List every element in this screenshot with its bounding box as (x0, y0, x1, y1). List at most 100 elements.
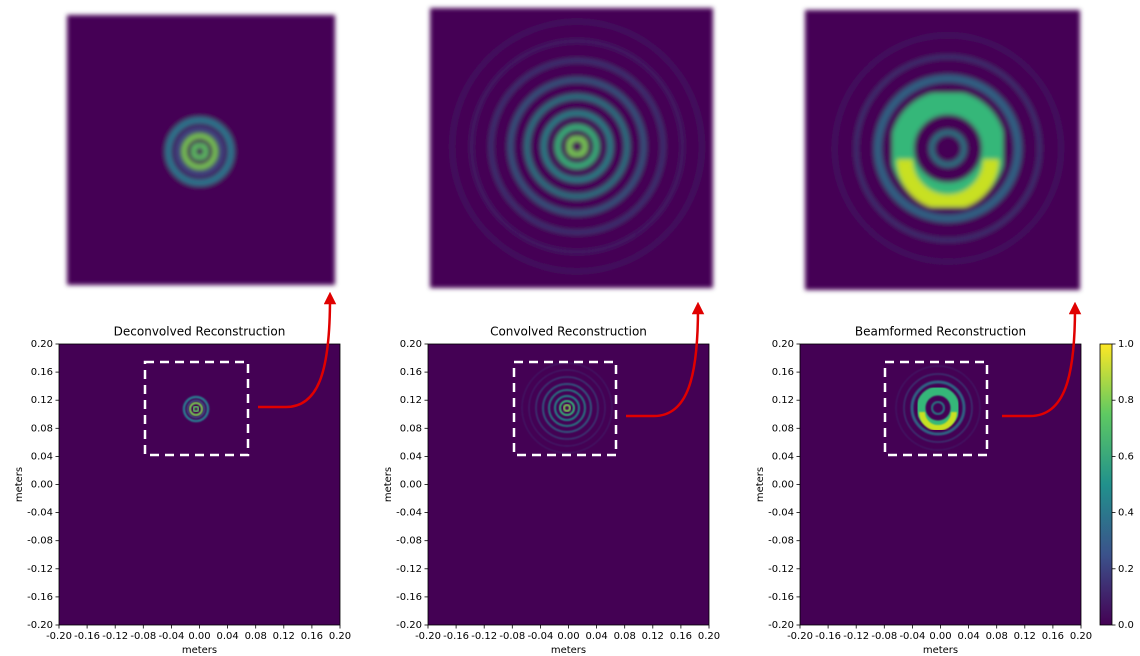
zoom-inset (430, 8, 713, 288)
x-tick-label: -0.08 (130, 631, 156, 642)
x-tick-label: -0.16 (443, 631, 469, 642)
y-tick-label: -0.08 (396, 536, 422, 547)
x-tick-label: 0.00 (557, 631, 579, 642)
ring (507, 77, 647, 216)
x-tick-label: 0.08 (986, 631, 1008, 642)
ring (910, 380, 966, 436)
x-tick-label: 0.20 (1070, 631, 1092, 642)
colorbar-tick-label: 0.6 (1118, 451, 1134, 462)
x-tick-label: 0.12 (642, 631, 664, 642)
zoom-arrow (1002, 301, 1082, 418)
colorbar-tick-label: 0.0 (1118, 620, 1134, 631)
y-tick-label: 0.00 (31, 480, 53, 491)
axes-title: Convolved Reconstruction (490, 325, 647, 339)
ring-highlight (919, 411, 957, 431)
y-tick-label: -0.16 (27, 592, 53, 603)
x-tick-label: -0.04 (158, 631, 184, 642)
x-tick-label: -0.20 (415, 631, 441, 642)
y-tick-label: 0.20 (31, 339, 53, 350)
ring (528, 369, 606, 447)
colorbar-tick-label: 0.8 (1118, 395, 1134, 406)
ring (175, 127, 224, 176)
x-tick-label: -0.04 (899, 631, 925, 642)
x-tick-label: 0.04 (216, 631, 238, 642)
x-tick-label: -0.12 (843, 631, 869, 642)
heatmap-background (800, 344, 1081, 625)
y-tick-label: 0.04 (772, 451, 794, 462)
ring (903, 373, 973, 443)
heatmap-background (428, 344, 709, 625)
zoom-inset (67, 15, 335, 285)
x-tick-label: -0.12 (102, 631, 128, 642)
x-tick-label: 0.20 (329, 631, 351, 642)
y-axis-label: meters (755, 467, 766, 502)
colorbar-tick-label: 0.4 (1118, 508, 1134, 519)
y-tick-label: 0.12 (772, 395, 794, 406)
ring (554, 124, 600, 169)
ring (186, 399, 206, 419)
y-tick-label: 0.20 (772, 339, 794, 350)
y-tick-label: -0.12 (27, 564, 53, 575)
y-tick-label: -0.08 (27, 536, 53, 547)
x-axis-label: meters (923, 645, 958, 656)
x-tick-label: -0.12 (471, 631, 497, 642)
ring-highlight (896, 158, 1000, 211)
y-tick-label: -0.12 (768, 564, 794, 575)
ring (450, 20, 704, 273)
colorbar (1099, 343, 1113, 626)
y-tick-label: -0.20 (768, 620, 794, 631)
x-tick-label: 0.00 (929, 631, 951, 642)
ring (470, 39, 684, 254)
ring (540, 110, 614, 183)
y-tick-label: 0.08 (400, 423, 422, 434)
axes-title: Deconvolved Reconstruction (114, 325, 286, 339)
zoom-box (143, 360, 250, 457)
ring (190, 142, 209, 161)
x-axis-label: meters (182, 645, 217, 656)
ring (559, 400, 575, 416)
y-tick-label: 0.16 (400, 367, 422, 378)
x-tick-label: -0.08 (499, 631, 525, 642)
heatmap-background (59, 344, 340, 625)
y-tick-label: -0.20 (396, 620, 422, 631)
x-tick-label: 0.12 (273, 631, 295, 642)
ring (542, 383, 592, 433)
y-tick-label: -0.16 (396, 592, 422, 603)
ring (873, 74, 1023, 223)
zoom-box (512, 360, 618, 457)
y-tick-label: 0.16 (772, 367, 794, 378)
y-tick-label: 0.12 (400, 395, 422, 406)
ring (929, 129, 967, 168)
x-tick-label: 0.16 (301, 631, 323, 642)
x-tick-label: -0.16 (815, 631, 841, 642)
y-axis-label: meters (383, 467, 394, 502)
y-tick-label: 0.16 (31, 367, 53, 378)
x-tick-label: -0.08 (871, 631, 897, 642)
ring (554, 395, 580, 421)
y-tick-label: 0.04 (400, 451, 422, 462)
y-tick-label: 0.00 (772, 480, 794, 491)
x-tick-label: 0.20 (698, 631, 720, 642)
y-tick-label: -0.04 (27, 508, 53, 519)
y-axis-label: meters (14, 467, 25, 502)
x-tick-label: 0.08 (245, 631, 267, 642)
axes-title: Beamformed Reconstruction (855, 325, 1026, 339)
zoom-inset (805, 10, 1080, 290)
x-tick-label: 0.16 (1042, 631, 1064, 642)
ring (182, 395, 210, 423)
y-tick-label: 0.08 (772, 423, 794, 434)
ring (189, 402, 203, 416)
x-tick-label: 0.00 (188, 631, 210, 642)
y-tick-label: -0.04 (768, 508, 794, 519)
y-tick-label: -0.12 (396, 564, 422, 575)
colorbar-tick-label: 0.2 (1118, 564, 1134, 575)
x-tick-label: -0.16 (74, 631, 100, 642)
y-tick-label: -0.04 (396, 508, 422, 519)
ring (854, 54, 1042, 243)
ring (895, 365, 981, 451)
y-tick-label: 0.12 (31, 395, 53, 406)
ring (181, 133, 218, 170)
ring (165, 116, 235, 186)
x-tick-label: 0.08 (614, 631, 636, 642)
